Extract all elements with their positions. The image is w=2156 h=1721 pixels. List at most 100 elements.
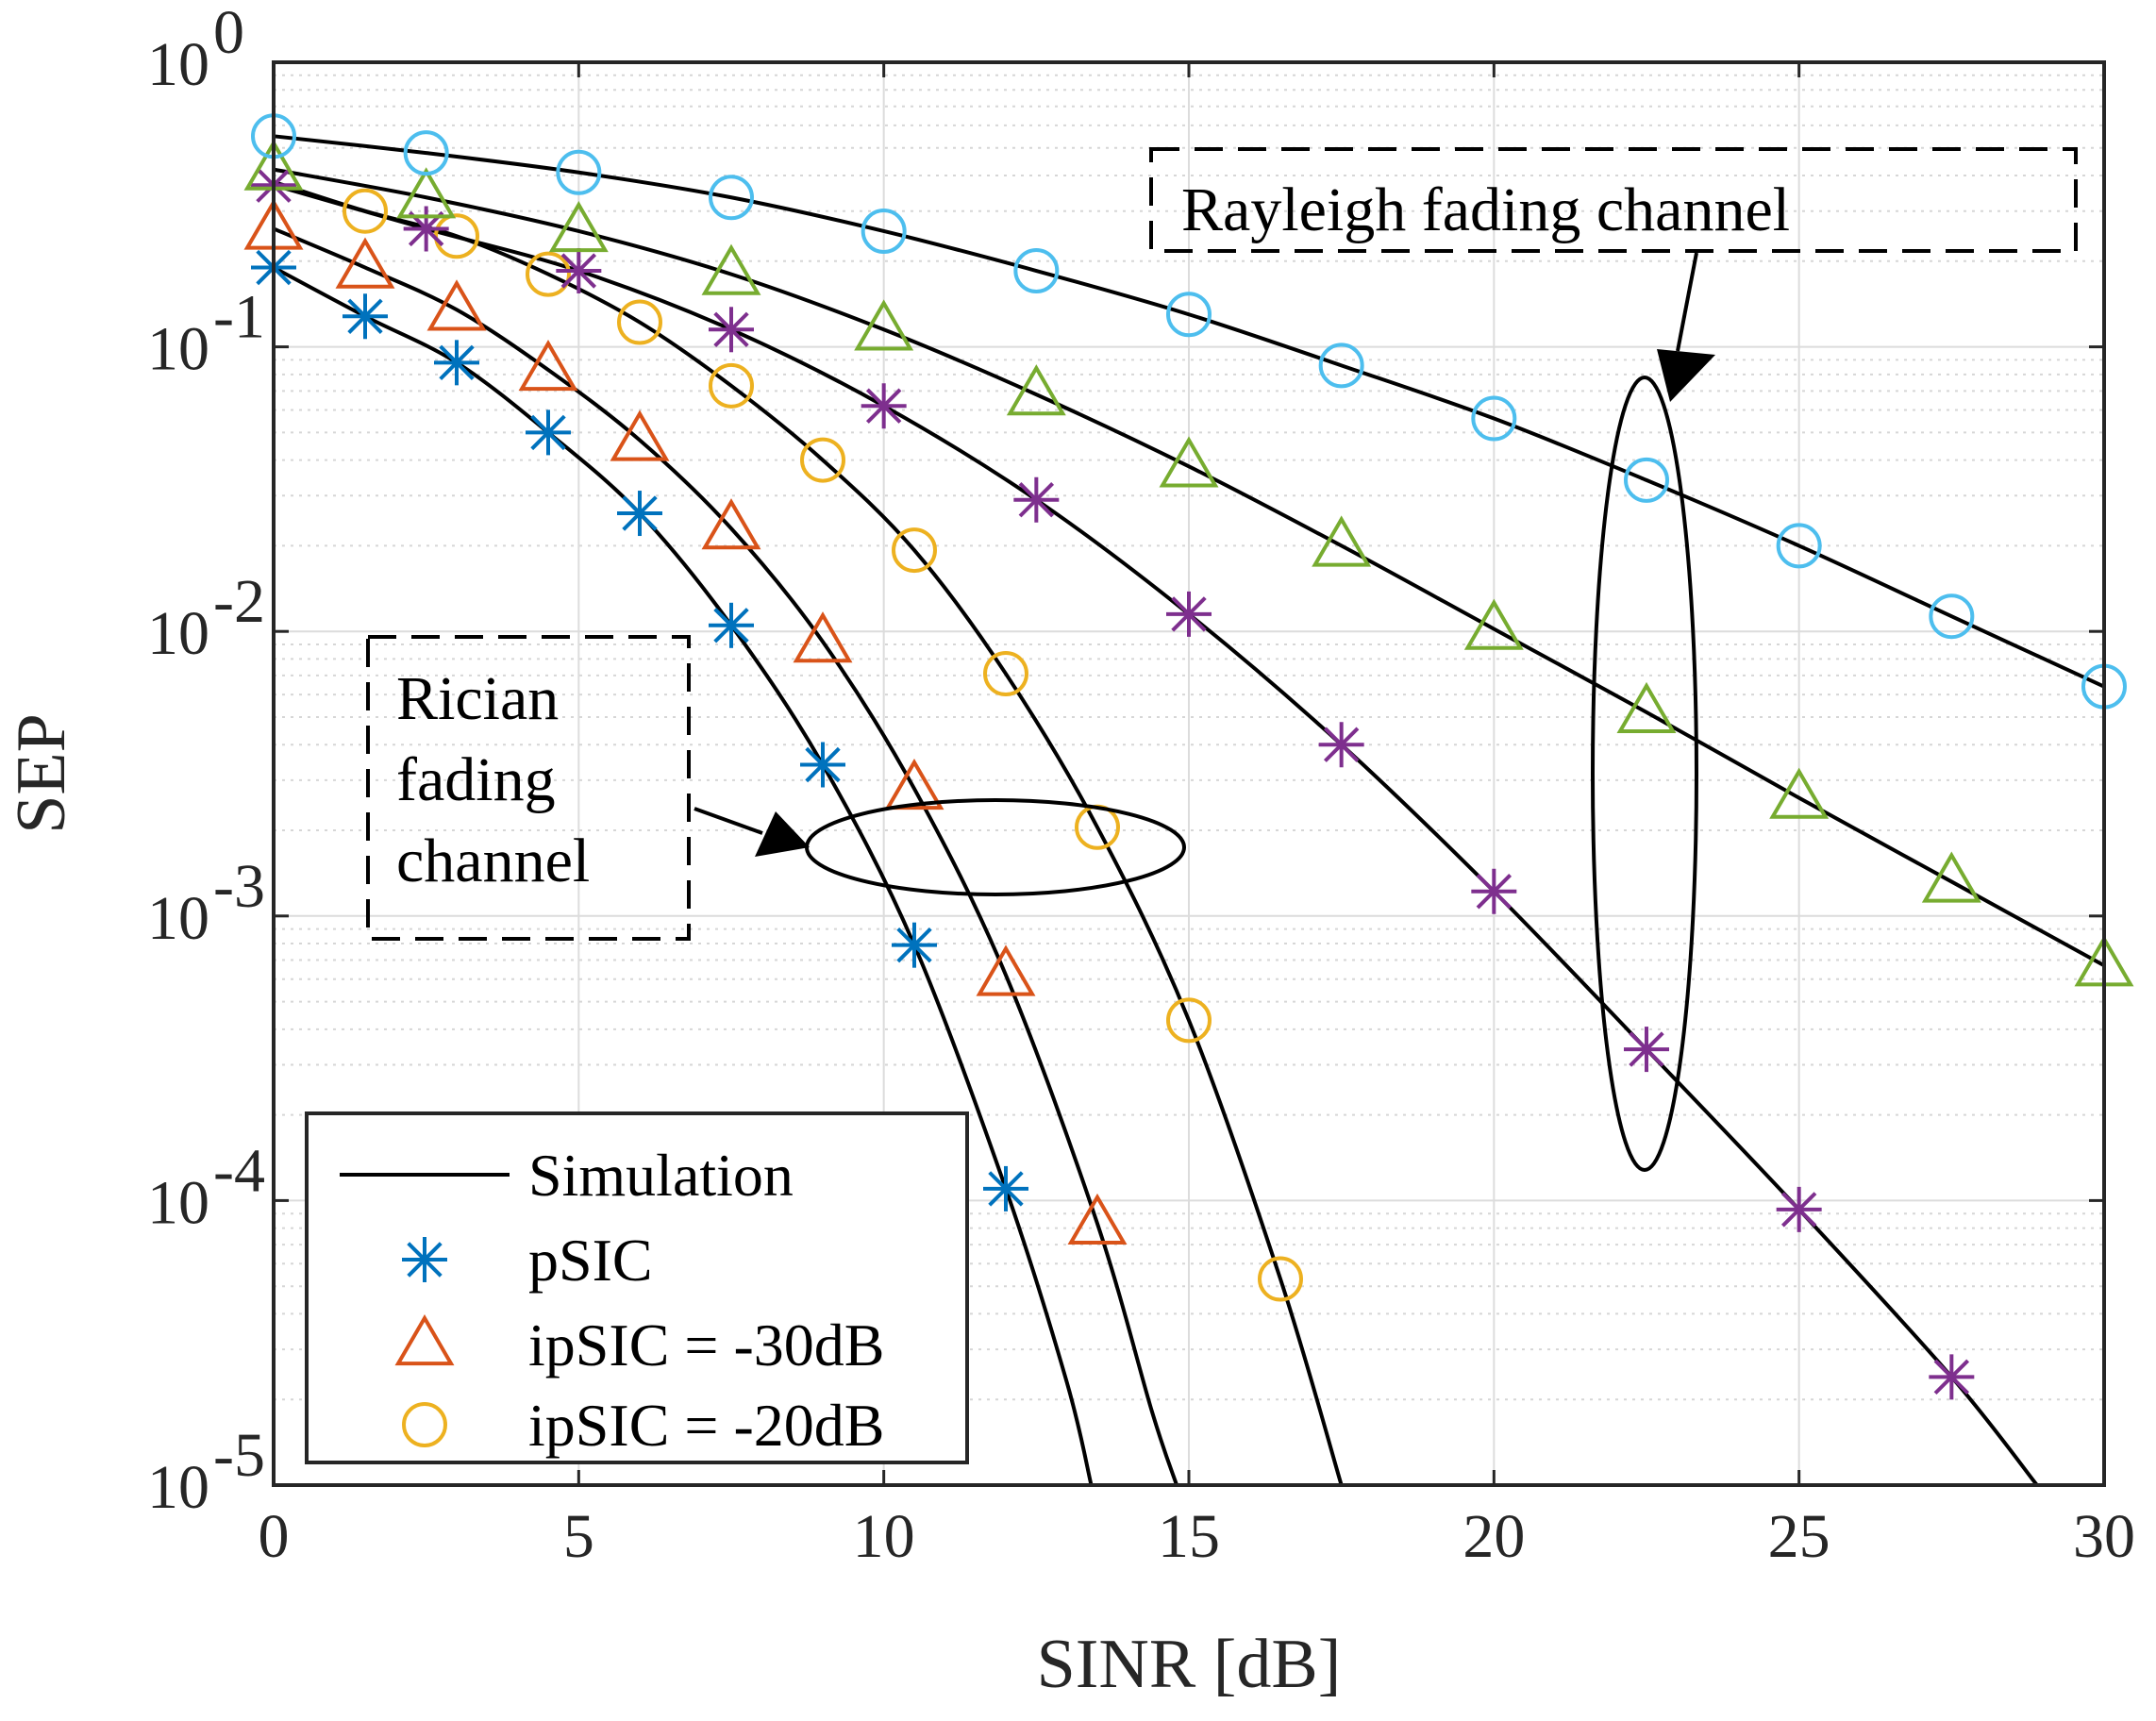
- asterisk-stroke: [1780, 1192, 1817, 1228]
- data-point-asterisk: [1471, 868, 1517, 914]
- data-point-triangle: [701, 243, 761, 295]
- legend-label: Simulation: [528, 1142, 794, 1209]
- x-tick-label: 0: [259, 1502, 290, 1571]
- y-tick-base: 10: [147, 599, 209, 668]
- asterisk-stroke: [713, 608, 749, 643]
- data-point-triangle: [1463, 598, 1524, 650]
- y-tick-label: 10 0: [147, 0, 244, 99]
- data-point-circle: [1929, 593, 1975, 640]
- data-point-asterisk: [403, 206, 449, 252]
- y-tick-exponent: -2: [213, 567, 265, 636]
- y-axis-label: SEP: [3, 713, 80, 834]
- asterisk-stroke: [347, 298, 383, 334]
- data-point-triangle: [1312, 515, 1372, 567]
- rayleigh-label: Rayleigh fading channel: [1181, 175, 1790, 244]
- data-point-asterisk: [709, 307, 754, 353]
- simulation-curve-6: [273, 134, 2105, 689]
- legend-triangle-marker: [394, 1314, 455, 1366]
- data-point-circle: [403, 130, 449, 176]
- y-tick-exponent: -3: [213, 852, 265, 921]
- y-tick-base: 10: [147, 1453, 209, 1522]
- data-point-circle: [892, 527, 937, 574]
- asterisk-stroke: [1018, 482, 1055, 518]
- data-point-triangle: [426, 279, 487, 331]
- asterisk-stroke: [622, 495, 658, 531]
- data-point-asterisk: [800, 742, 845, 788]
- data-point-triangle: [548, 201, 609, 253]
- asterisk-stroke: [1171, 596, 1207, 632]
- asterisk-stroke: [805, 746, 841, 783]
- asterisk-stroke: [560, 253, 597, 289]
- annotations: Rayleigh fading channel Rician fading ch…: [366, 147, 2078, 1172]
- data-point-triangle: [793, 611, 853, 663]
- data-point-circle: [343, 188, 388, 234]
- data-point-circle: [983, 651, 1028, 697]
- data-point-asterisk: [434, 340, 479, 386]
- x-tick-label: 5: [563, 1502, 594, 1571]
- data-point-triangle: [884, 758, 944, 810]
- legend: Simulation pSIC ipSIC = -30dB ipSIC = -20dB: [305, 1111, 969, 1464]
- data-point-triangle: [335, 237, 395, 289]
- data-point-asterisk: [343, 293, 388, 340]
- y-tick-label: 10 -3: [147, 852, 265, 953]
- data-point-asterisk: [1776, 1186, 1822, 1232]
- x-tick-label: 20: [1462, 1502, 1525, 1571]
- y-tick-base: 10: [147, 884, 209, 953]
- data-point-triangle: [1616, 681, 1677, 734]
- data-point-asterisk: [1929, 1354, 1975, 1400]
- data-point-triangle: [1067, 1193, 1128, 1245]
- asterisk-stroke: [896, 927, 932, 963]
- rician-label-line-3: channel: [396, 827, 590, 895]
- rayleigh-ellipse: [1591, 376, 1698, 1172]
- rayleigh-arrow-head: [1657, 349, 1715, 402]
- y-tick-label: 10 -5: [147, 1421, 265, 1522]
- rayleigh-arrow-shaft: [1676, 252, 1698, 352]
- y-tick-base: 10: [147, 315, 209, 384]
- x-tick-label: 15: [1158, 1502, 1220, 1571]
- asterisk-stroke: [1476, 874, 1513, 910]
- data-point-asterisk: [1166, 591, 1212, 637]
- simulation-curve-2: [273, 226, 1178, 1486]
- x-tick-label: 25: [1768, 1502, 1830, 1571]
- data-point-circle: [1166, 292, 1212, 338]
- asterisk-stroke: [713, 311, 749, 347]
- asterisk-stroke: [1323, 727, 1360, 762]
- data-point-circle: [800, 437, 845, 483]
- data-point-circle: [556, 149, 602, 195]
- legend-asterisk-marker: [402, 1237, 447, 1282]
- rayleigh-label-box: [1149, 147, 2078, 253]
- y-tick-exponent: -5: [213, 1421, 265, 1490]
- data-point-triangle: [610, 409, 670, 461]
- simulation-curve-5: [273, 167, 2105, 968]
- data-point-asterisk: [1013, 476, 1060, 523]
- rician-arrow-shaft: [694, 807, 763, 835]
- x-tick-label: 10: [853, 1502, 915, 1571]
- y-tick-label: 10 -2: [147, 567, 265, 668]
- data-point-circle: [1318, 343, 1364, 389]
- y-tick-exponent: -1: [213, 283, 265, 352]
- data-point-triangle: [701, 498, 761, 550]
- data-point-circle: [1258, 1256, 1303, 1302]
- legend-circle-marker: [402, 1402, 447, 1447]
- data-point-circle: [526, 251, 571, 297]
- y-tick-label: 10 -4: [147, 1136, 265, 1237]
- data-point-triangle: [518, 340, 578, 392]
- data-point-triangle: [1159, 436, 1219, 488]
- legend-label: ipSIC = -30dB: [528, 1312, 884, 1378]
- asterisk-stroke: [530, 414, 566, 451]
- data-point-circle: [1624, 457, 1669, 503]
- data-point-triangle: [1006, 364, 1066, 416]
- y-tick-exponent: 0: [213, 0, 244, 67]
- x-axis-label: SINR [dB]: [1037, 1626, 1342, 1703]
- y-tick-base: 10: [147, 1168, 209, 1237]
- y-tick-label: 10 -1: [147, 283, 265, 384]
- data-point-asterisk: [1318, 722, 1364, 768]
- x-axis-ticks: 0 5 10 15 20 25 30: [259, 62, 2135, 1571]
- asterisk-stroke: [1933, 1359, 1970, 1395]
- asterisk-stroke: [988, 1171, 1024, 1207]
- data-point-circle: [709, 175, 754, 221]
- data-point-asterisk: [526, 409, 571, 456]
- rician-label-line-2: fading: [396, 745, 556, 814]
- simulation-curves: [273, 134, 2105, 1487]
